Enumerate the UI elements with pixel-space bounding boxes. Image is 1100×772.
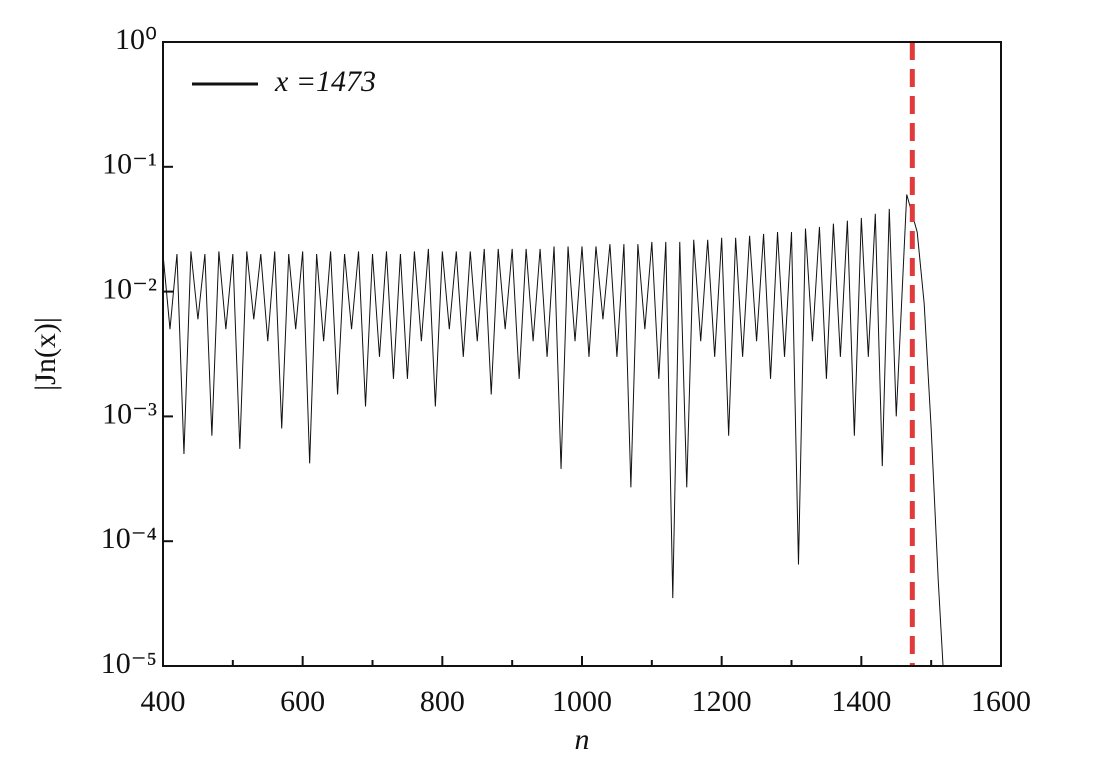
y-tick-label: 10⁻⁴	[101, 522, 157, 555]
y-tick-label: 10⁻²	[102, 272, 157, 305]
x-tick-label: 1600	[971, 685, 1031, 718]
x-tick-label: 600	[280, 685, 325, 718]
y-axis-label: |Jn(x)|	[29, 317, 62, 391]
y-tick-label: 10⁻¹	[102, 148, 157, 181]
x-tick-label: 1400	[831, 685, 891, 718]
plot-frame	[162, 41, 1002, 667]
x-tick-label: 1000	[552, 685, 612, 718]
data-line	[162, 194, 944, 667]
y-tick-label: 10⁻⁵	[101, 647, 157, 680]
x-tick-label: 400	[141, 685, 186, 718]
x-tick-label: 1200	[692, 685, 752, 718]
y-tick-label: 10⁻³	[102, 397, 157, 430]
legend-label: x =1473	[274, 65, 376, 98]
y-tick-label: 10⁰	[115, 23, 157, 56]
x-axis-label: n	[575, 723, 590, 756]
x-tick-label: 800	[420, 685, 465, 718]
